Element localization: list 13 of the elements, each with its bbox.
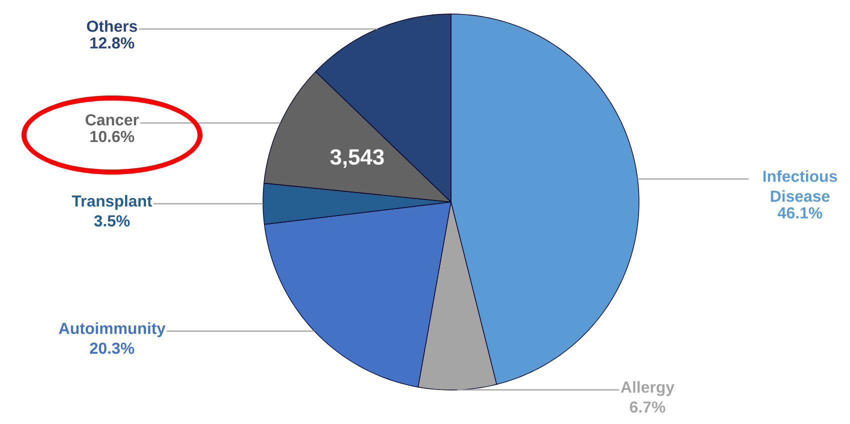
data-label: 6.7% [630,401,666,413]
slice-label: Others [86,20,138,32]
data-label: 12.8% [90,37,134,49]
data-label: 46.1% [778,207,822,219]
slice-label: Autoimmunity [58,322,166,338]
data-label: 20.3% [90,342,134,354]
slice-label: Transplant [72,194,152,210]
slice-label: Allergy [620,381,674,396]
data-label: 3.5% [94,215,130,227]
data-label: 10.6% [90,130,134,142]
slice-label: Infectious Disease [763,170,837,202]
text: 3,543 [330,149,384,168]
slice-label: Cancer [86,114,139,126]
